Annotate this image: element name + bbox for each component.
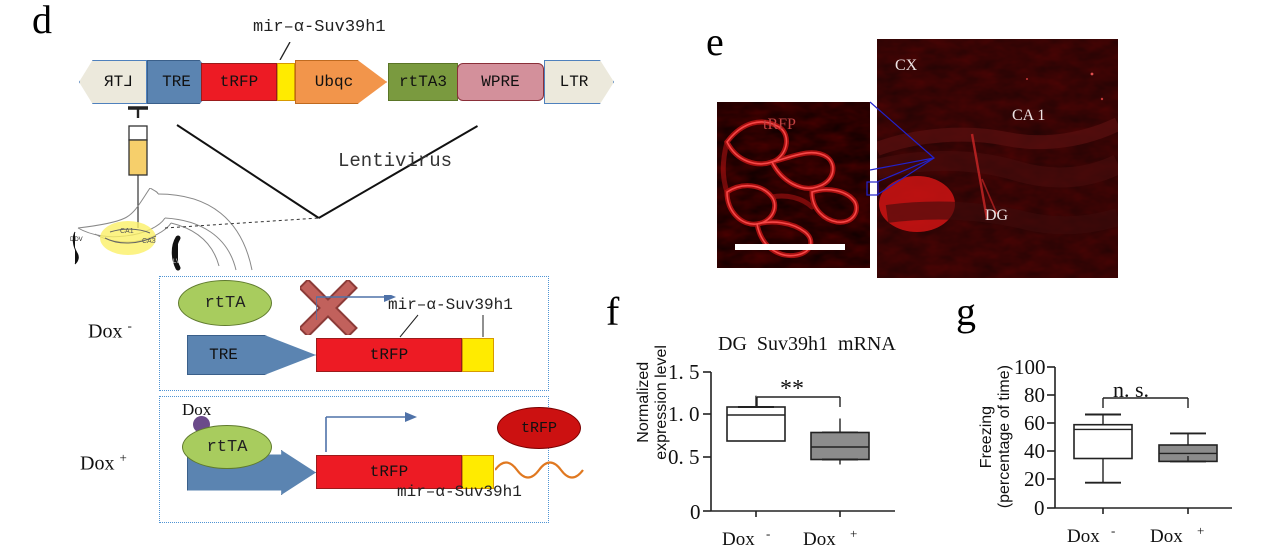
svg-text:n. s.: n. s. [1113,377,1149,402]
svg-text:+: + [1197,523,1204,538]
svg-text:Dox: Dox [1150,526,1183,547]
svg-text:Dox: Dox [1067,526,1100,547]
svg-text:0: 0 [1034,496,1045,520]
svg-text:-: - [1111,523,1115,538]
svg-text:80: 80 [1024,383,1045,407]
svg-text:60: 60 [1024,411,1045,435]
svg-text:20: 20 [1024,467,1045,491]
svg-text:40: 40 [1024,439,1045,463]
